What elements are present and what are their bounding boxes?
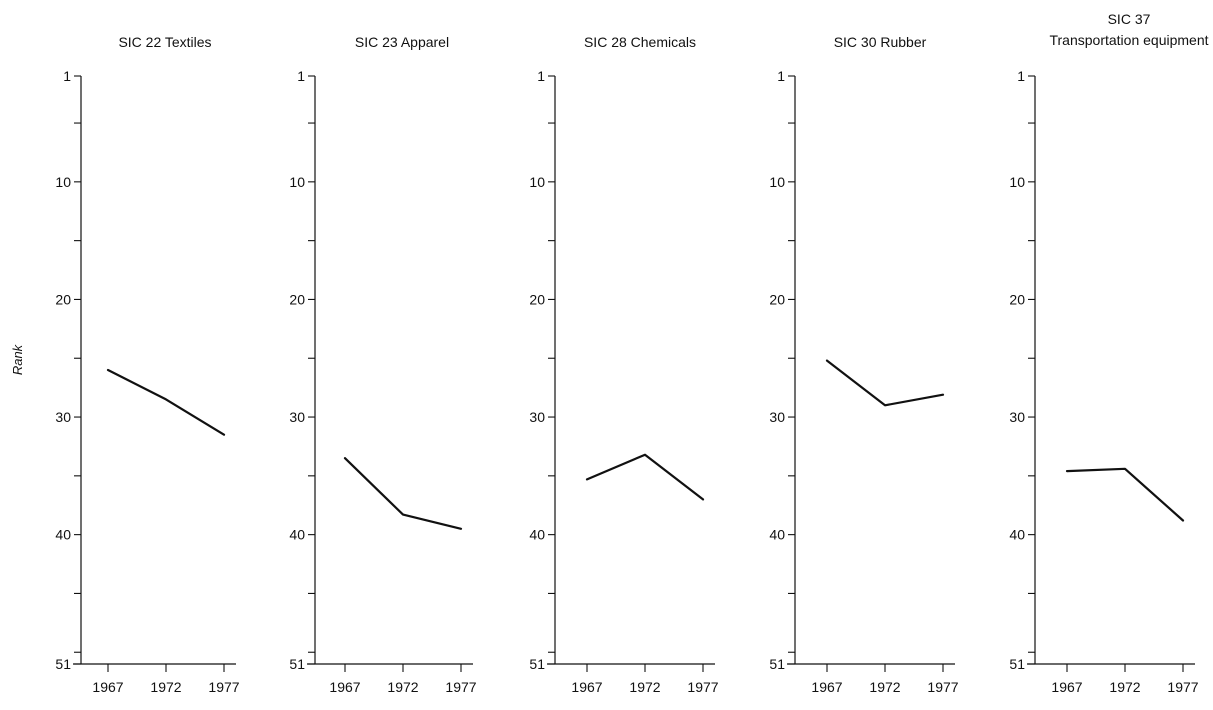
rank-series-line [585, 453, 705, 501]
x-tick-label: 1967 [1051, 679, 1082, 695]
y-tick-label: 40 [529, 527, 545, 543]
x-tick-label: 1972 [387, 679, 418, 695]
y-tick-label: 20 [769, 291, 785, 307]
y-tick-label: 20 [1009, 291, 1025, 307]
y-tick-label: 51 [55, 656, 71, 672]
y-tick-label: 40 [289, 527, 305, 543]
y-tick-label: 10 [55, 174, 71, 190]
chart-panel-2: SIC 23 Apparel 1 10 20 30 40 51 1967 1972 1977 [289, 34, 476, 695]
y-tick-label: 51 [1009, 656, 1025, 672]
chart-panel-4: SIC 30 Rubber 1 10 20 30 40 51 1967 1972 1977 [769, 34, 958, 695]
y-tick-label: 30 [529, 409, 545, 425]
y-tick-label: 51 [529, 656, 545, 672]
x-tick-label: 1972 [150, 679, 181, 695]
y-tick-label: 1 [1017, 68, 1025, 84]
rank-series-line [825, 359, 945, 407]
y-tick-label: 30 [55, 409, 71, 425]
y-tick-label: 10 [289, 174, 305, 190]
chart-title: SIC 37 [1108, 11, 1151, 27]
x-tick-label: 1977 [927, 679, 958, 695]
y-tick-label: 1 [297, 68, 305, 84]
y-axis-label: Rank [10, 343, 25, 375]
y-tick-label: 30 [1009, 409, 1025, 425]
y-tick-label: 40 [1009, 527, 1025, 543]
x-tick-label: 1967 [811, 679, 842, 695]
y-tick-label: 10 [529, 174, 545, 190]
y-tick-label: 40 [55, 527, 71, 543]
chart-title: SIC 30 Rubber [834, 34, 927, 50]
y-tick-label: 20 [289, 291, 305, 307]
x-tick-label: 1977 [445, 679, 476, 695]
chart-title: Transportation equipment [1049, 32, 1208, 48]
y-tick-label: 51 [289, 656, 305, 672]
chart-title: SIC 28 Chemicals [584, 34, 696, 50]
x-tick-label: 1977 [687, 679, 718, 695]
rank-series-line [106, 368, 226, 436]
chart-panel-5: SIC 37 Transportation equipment 1 10 20 30 40 5… [1009, 11, 1208, 695]
x-tick-label: 1972 [1109, 679, 1140, 695]
y-tick-label: 20 [529, 291, 545, 307]
x-tick-label: 1972 [869, 679, 900, 695]
x-tick-label: 1977 [208, 679, 239, 695]
rank-series-line [343, 457, 463, 530]
rank-series-line [1065, 467, 1185, 522]
chart-title: SIC 22 Textiles [118, 34, 211, 50]
y-tick-label: 1 [777, 68, 785, 84]
x-tick-label: 1967 [92, 679, 123, 695]
y-tick-label: 40 [769, 527, 785, 543]
x-tick-label: 1977 [1167, 679, 1198, 695]
x-tick-label: 1967 [329, 679, 360, 695]
y-tick-label: 10 [1009, 174, 1025, 190]
y-tick-label: 1 [537, 68, 545, 84]
y-tick-label: 30 [769, 409, 785, 425]
chart-panel-3: SIC 28 Chemicals 1 10 20 30 40 51 1967 1972 1977 [529, 34, 718, 695]
chart-title: SIC 23 Apparel [355, 34, 449, 50]
chart-panel-1: SIC 22 Textiles 1 10 20 30 40 51 1967 1972 1977 [55, 34, 239, 695]
y-tick-label: 51 [769, 656, 785, 672]
x-tick-label: 1967 [571, 679, 602, 695]
y-tick-label: 30 [289, 409, 305, 425]
y-tick-label: 10 [769, 174, 785, 190]
y-tick-label: 1 [63, 68, 71, 84]
y-tick-label: 20 [55, 291, 71, 307]
x-tick-label: 1972 [629, 679, 660, 695]
